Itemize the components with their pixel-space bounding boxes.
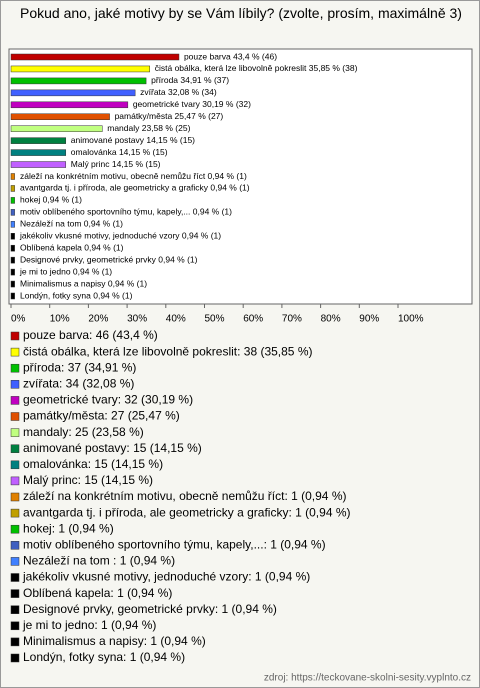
legend-swatch [10,412,20,421]
legend-swatch [10,621,20,631]
bar-label: pouze barva 43,4 % (46) [184,51,277,61]
bar [10,209,15,216]
bar-label: jakékoliv vkusné motivy, jednoduché vzor… [19,231,221,241]
source: zdroj: https://teckovane-skolni-sesity.v… [264,673,471,684]
legend-label: čistá obálka, která lze libovolně pokres… [23,344,312,358]
legend-swatch [10,396,20,405]
bar-label: Oblíbená kapela 0,94 % (1) [20,242,124,252]
legend-swatch [10,557,20,566]
bar-label: Nezáleží na tom 0,94 % (1) [20,219,123,229]
bar-label: hokej 0,94 % (1) [20,195,82,205]
legend-swatch [10,637,20,647]
legend-swatch [10,363,20,373]
x-tick-label: 10% [50,314,70,325]
legend-label: Oblíbená kapela: 1 (0,94 %) [23,586,172,600]
x-tick-label: 30% [127,314,147,325]
x-tick-label: 40% [166,314,186,325]
bar [10,268,15,276]
bar [10,221,15,228]
legend-swatch [10,380,20,389]
legend-swatch [10,460,20,470]
legend-swatch [10,476,20,486]
legend-label: mandaly: 25 (23,58 %) [23,425,144,439]
bar [10,65,150,73]
legend-label: jakékoliv vkusné motivy, jednoduché vzor… [22,570,310,584]
bar-label: je mi to jedno 0,94 % (1) [19,266,112,276]
bar [10,280,15,288]
x-tick-label: 50% [205,314,225,325]
x-tick-label: 60% [243,314,263,325]
bar [10,292,15,300]
bar-label: Minimalismus a napisy 0,94 % (1) [20,278,147,288]
legend-label: pouze barva: 46 (43,4 %) [23,328,158,342]
legend-swatch [10,331,20,341]
bar-label: geometrické tvary 30,19 % (32) [133,99,251,109]
legend-swatch [10,492,20,502]
legend-label: příroda: 37 (34,91 %) [23,360,136,374]
bar-label: Designové prvky, geometrické prvky 0,94 … [20,254,198,264]
bar [10,137,67,144]
bar-label: příroda 34,91 % (37) [151,75,229,85]
bar [10,113,110,120]
bar [10,161,67,168]
legend-label: Minimalismus a napisy: 1 (0,94 %) [23,634,206,648]
bar-label: avantgarda tj. i příroda, ale geometrick… [20,183,250,193]
bar [10,173,15,180]
bar-label: Malý princ 14,15 % (15) [71,159,161,169]
x-tick-label: 80% [321,314,341,325]
bar [10,185,15,192]
bar [10,77,147,85]
legend-label: Designové prvky, geometrické prvky: 1 (0… [23,602,277,616]
chart-title: Pokud ano, jaké motivy by se Vám líbily?… [20,5,462,21]
bar-label: omalovánka 14,15 % (15) [71,147,168,157]
legend-label: Londýn, fotky syna: 1 (0,94 %) [23,650,185,664]
bar [10,244,15,252]
legend-label: motiv oblíbeného sportovního týmu, kapel… [23,537,326,551]
bar-label: záleží na konkrétním motivu, obecně nemů… [20,171,247,181]
legend-swatch [10,444,20,453]
bar-label: památky/města 25,47 % (27) [115,111,224,121]
bar [10,197,15,204]
x-tick-label: 0% [11,314,26,325]
legend-swatch [10,541,20,550]
bar-label: čistá obálka, která lze libovolně pokres… [155,63,358,73]
legend-label: avantgarda tj. i příroda, ale geometrick… [23,505,351,519]
bar [10,125,103,132]
legend-label: omalovánka: 15 (14,15 %) [23,457,163,471]
bar [10,101,129,109]
bar-label: animované postavy 14,15 % (15) [71,135,195,145]
x-tick-label: 70% [282,314,302,325]
legend-swatch [10,508,20,518]
bar-label: Londýn, fotky syna 0,94 % (1) [20,290,133,300]
legend-swatch [10,573,20,582]
legend-label: je mi to jedno: 1 (0,94 %) [22,618,156,632]
legend-label: geometrické tvary: 32 (30,19 %) [23,393,193,407]
bar-label: mandaly 23,58 % (25) [107,123,190,133]
legend-label: animované postavy: 15 (14,15 %) [23,441,202,455]
x-tick-label: 100% [398,314,424,325]
legend-swatch [10,524,20,534]
legend-swatch [10,428,20,437]
legend-swatch [10,589,20,598]
legend-label: památky/města: 27 (25,47 %) [23,409,180,423]
bar [10,53,180,61]
bar [10,233,15,240]
bar-label: zvířata 32,08 % (34) [140,87,217,97]
legend-swatch [10,605,20,614]
legend-swatch [10,653,20,663]
bar [10,149,67,156]
bar [10,89,136,97]
legend-label: hokej: 1 (0,94 %) [23,521,114,535]
legend-label: Nezáleží na tom : 1 (0,94 %) [23,554,175,568]
legend-label: Malý princ: 15 (14,15 %) [23,473,153,487]
bar-label: motiv oblíbeného sportovního týmu, kapel… [20,207,232,217]
x-tick-label: 90% [359,314,379,325]
bar [10,256,15,264]
legend-label: zvířata: 34 (32,08 %) [23,376,134,390]
legend-swatch [10,347,20,357]
x-tick-label: 20% [88,314,108,325]
legend-label: záleží na konkrétním motivu, obecně nemů… [23,489,346,503]
